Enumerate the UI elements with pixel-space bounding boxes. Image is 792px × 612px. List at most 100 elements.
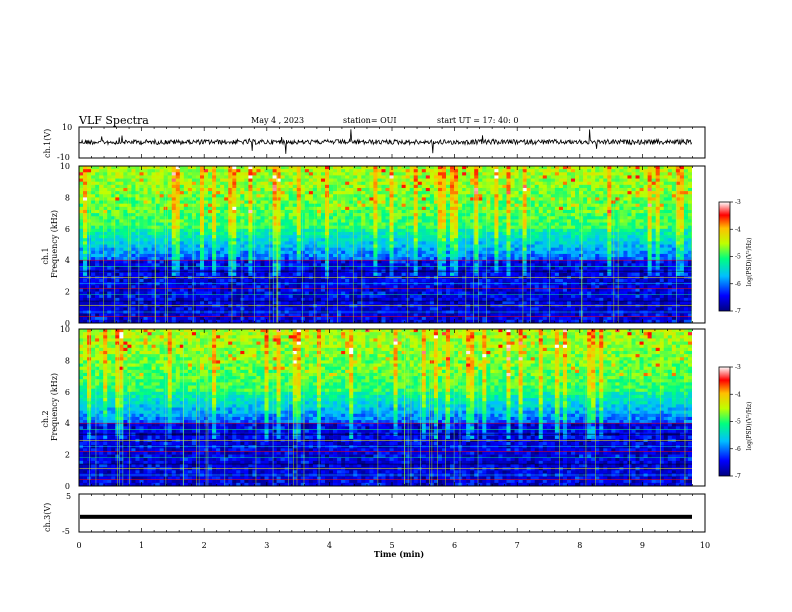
spectrogram-cell [220,231,225,236]
spectrogram-cell [244,231,249,236]
spectrogram-cell [131,247,136,252]
spectrogram-cell [421,209,427,214]
spectrogram-cell [151,294,156,299]
spectrogram-cell [296,253,302,258]
spectrogram-cell [123,203,128,208]
spectrogram-cell [195,194,201,198]
spectrogram-cell [260,175,265,179]
spectrogram-cell [425,172,431,176]
spectrogram-cell [256,203,261,208]
spectrogram-cell [421,184,427,189]
spectrogram-cell [393,219,398,223]
spectrogram-cell [212,291,217,296]
spectrogram-cell [357,203,362,208]
spectrogram-cell [236,279,241,283]
spectrogram-cell [325,319,330,324]
spectrogram-cell [236,307,241,311]
spectrogram-cell [143,238,148,242]
spectrogram-cell [103,238,108,242]
spectrogram-cell [107,297,112,302]
spectrogram-cell [409,285,415,289]
spectrogram-cell [99,279,104,283]
spectrogram-cell [421,291,427,296]
spectrogram-cell [320,272,326,277]
spectrogram-cell [413,260,419,264]
spectrogram-cell [204,231,209,236]
spectrogram-cell [397,279,402,283]
spectrogram-cell [433,231,439,236]
spectrogram-cell [131,225,136,230]
spectrogram-cell [462,316,467,321]
spectrogram-cell [466,316,471,321]
spectrogram-cell [208,184,213,189]
spectrogram-cell [425,266,431,270]
spectrogram-cell [228,263,233,267]
spectrogram-cell [470,206,475,211]
spectrogram-cell [119,294,124,299]
spectrogram-cell [179,247,185,252]
spectrogram-cell [123,235,128,239]
spectrogram-cell [369,279,374,283]
spectrogram-cell [131,166,136,170]
spectrogram-cell [365,266,370,270]
spectrogram-cell [228,178,233,182]
spectrogram-cell [204,203,209,208]
spectrogram-cell [377,294,382,299]
spectrogram-cell [256,263,261,267]
spectrogram-cell [127,244,132,248]
spectrogram-cell [393,279,398,283]
spectrogram-cell [385,175,390,179]
spectrogram-cell [320,213,326,217]
spectrogram-cell [87,228,92,233]
spectrogram-cell [143,178,148,182]
spectrogram-cell [353,294,358,299]
spectrogram-cell [353,200,358,204]
spectrogram-cell [260,209,265,214]
spectrogram-cell [462,266,467,270]
spectrogram-cell [240,191,245,195]
spectrogram-cell [91,244,96,248]
spectrogram-cell [135,263,140,267]
spectrogram-cell [272,260,277,264]
spectrogram-cell [349,247,354,252]
spectrogram-cell [123,301,128,305]
spectrogram-cell [458,228,463,233]
spectrogram-cell [429,225,435,230]
spectrogram-cell [187,172,193,176]
spectrogram-cell [131,301,136,305]
spectrogram-cell [421,247,427,252]
spectrogram-cell [466,247,471,252]
spectrogram-cell [175,197,181,201]
spectrogram-cell [377,209,382,214]
spectrogram-cell [320,194,326,198]
spectrogram-cell [349,288,354,292]
spectrogram-cell [115,213,120,217]
spectrogram-cell [224,313,229,318]
spectrogram-cell [91,260,96,264]
spectrogram-cell [361,213,366,217]
spectrogram-cell [377,184,382,189]
spectrogram-cell [450,175,455,179]
spectrogram-cell [445,187,451,192]
spectrogram-cell [256,206,261,211]
spectrogram-cell [123,200,128,204]
spectrogram-cell [401,260,406,264]
spectrogram-cell [143,203,148,208]
spectrogram-cell [87,260,92,264]
spectrogram-cell [288,194,294,198]
spectrogram-cell [300,260,306,264]
spectrogram-cell [167,250,173,255]
spectrogram-cell [458,257,463,261]
spectrogram-cell [466,200,471,204]
spectrogram-cell [288,257,294,261]
spectrogram-cell [187,297,193,302]
spectrogram-cell [264,313,269,318]
spectrogram-cell [208,319,213,324]
spectrogram-cell [381,194,386,198]
spectrogram-cell [417,297,423,302]
spectrogram-cell [212,316,217,321]
spectrogram-cell [208,250,213,255]
spectrogram-cell [337,194,342,198]
spectrogram-cell [208,216,213,220]
spectrogram-cell [232,288,237,292]
